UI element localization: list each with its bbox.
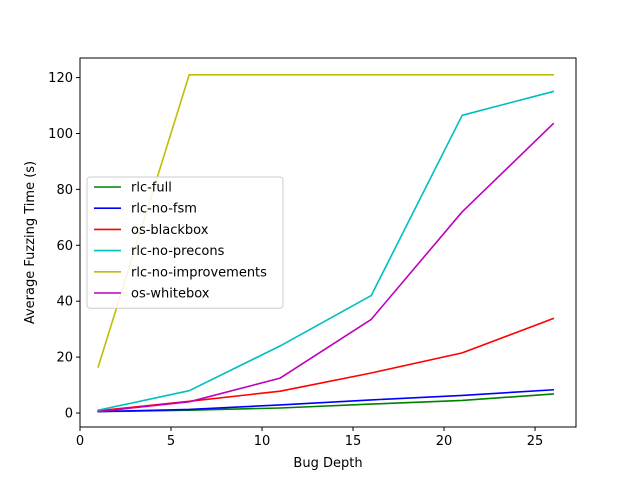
y-tick-label: 0 (65, 407, 73, 422)
legend: rlc-full rlc-no-fsm os-blackbox rlc-no-prec… (86, 176, 284, 309)
x-tick-label: 0 (76, 434, 84, 449)
legend-label: os-whitebox (131, 287, 210, 302)
x-axis-ticks: 0 5 10 15 20 25 (76, 427, 543, 449)
legend-label: rlc-full (131, 181, 172, 196)
axes-frame (79, 57, 577, 428)
x-tick-label: 5 (167, 434, 175, 449)
y-axis-ticks: 0 20 40 60 80 100 120 (48, 71, 80, 422)
series-line-os-whitebox (97, 122, 555, 413)
plot-lines (97, 74, 555, 413)
y-axis-label: Average Fuzzing Time (s) (23, 161, 38, 324)
x-tick-label: 20 (436, 434, 453, 449)
y-tick-label: 20 (56, 351, 73, 366)
legend-box (86, 176, 284, 309)
y-tick-label: 120 (48, 71, 73, 86)
legend-label: rlc-no-precons (131, 244, 225, 259)
series-line-rlc-no-fsm (97, 388, 555, 413)
series-line-rlc-no-precons (97, 90, 555, 412)
x-tick-label: 15 (345, 434, 362, 449)
legend-label: rlc-no-improvements (131, 265, 267, 280)
x-tick-label: 25 (527, 434, 544, 449)
y-tick-label: 40 (56, 295, 73, 310)
legend-label: os-blackbox (131, 223, 209, 238)
x-axis-label: Bug Depth (293, 456, 362, 471)
legend-label: rlc-no-fsm (131, 202, 197, 217)
y-tick-label: 100 (48, 127, 73, 142)
y-tick-label: 60 (56, 239, 73, 254)
y-tick-label: 80 (56, 183, 73, 198)
x-tick-label: 10 (254, 434, 271, 449)
series-line-rlc-no-improvements (97, 74, 555, 368)
